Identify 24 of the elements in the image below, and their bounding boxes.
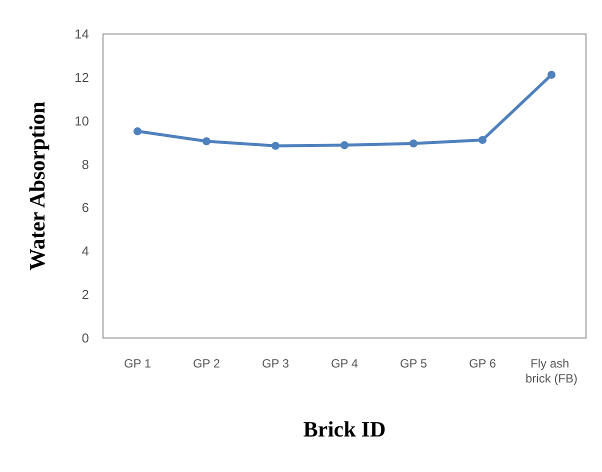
point bbox=[202, 137, 210, 146]
y-tick-label: 4 bbox=[82, 244, 89, 259]
point bbox=[272, 142, 280, 150]
point bbox=[134, 127, 142, 136]
y-tick-label: 2 bbox=[82, 287, 89, 302]
y-tick-label: 10 bbox=[74, 113, 89, 128]
y-tick-label: 6 bbox=[82, 200, 89, 216]
x-tick-label: GP 4 bbox=[330, 356, 358, 370]
x-tick-label: GP 5 bbox=[400, 356, 428, 370]
point bbox=[410, 139, 418, 148]
x-tick-label: GP 2 bbox=[192, 356, 220, 370]
x-tick-label: GP 1 bbox=[124, 356, 152, 370]
y-tick-label: 12 bbox=[74, 70, 89, 85]
point bbox=[340, 141, 348, 150]
y-axis-title: Water Absorption bbox=[24, 102, 50, 270]
point bbox=[478, 136, 486, 144]
x-tick-label: GP 3 bbox=[262, 356, 290, 370]
x-tick-label: Fly ash brick (FB) bbox=[526, 356, 578, 386]
y-tick-label: 8 bbox=[82, 156, 89, 172]
x-tick-label: GP 6 bbox=[468, 356, 496, 370]
y-tick-label: 0 bbox=[82, 330, 89, 346]
x-axis-title: Brick ID bbox=[303, 416, 386, 442]
point bbox=[548, 70, 556, 79]
y-tick-label: 14 bbox=[74, 26, 89, 42]
